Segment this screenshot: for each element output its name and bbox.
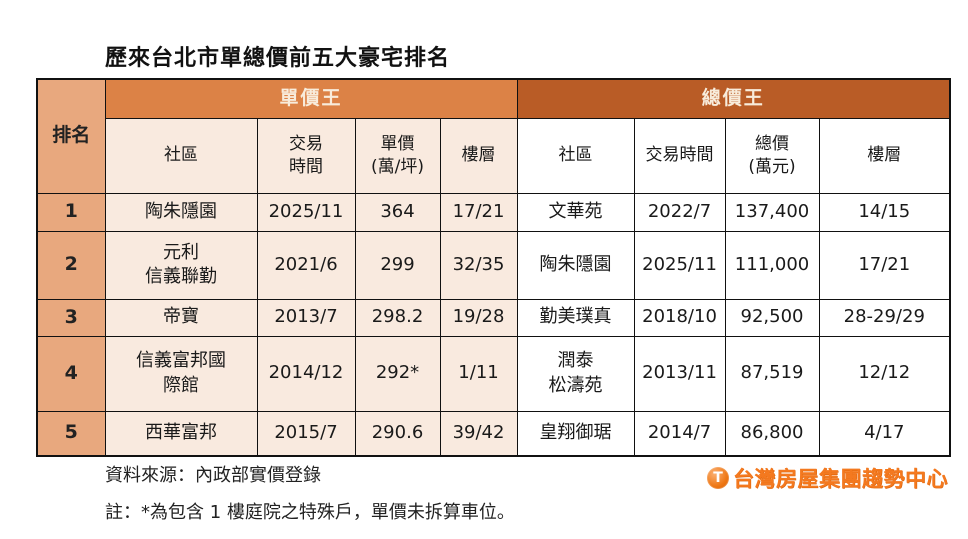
- total-community-cell: 文華苑: [516, 192, 635, 232]
- footer-notes: 資料來源：內政部實價登錄 註：*為包含 1 樓庭院之特殊戶，單價未拆算車位。: [105, 457, 515, 531]
- logo-letter: T: [713, 470, 723, 486]
- total-community-cell: 潤泰 松濤苑: [516, 335, 635, 412]
- unit-date-cell: 2021/6: [256, 230, 356, 300]
- unit-community-cell: 陶朱隱園: [104, 192, 258, 232]
- total-price-header: 總價 (萬元): [724, 117, 820, 194]
- taiwan-housing-logo: T 台灣房屋集團趨勢中心: [707, 463, 948, 493]
- luxury-ranking-table: 排名 單價王 總價王 社區 交易 時間 單價 (萬/坪) 樓層 社區 交易時間 …: [36, 78, 952, 457]
- rank-cell: 5: [36, 410, 106, 457]
- unit-community-cell: 元利 信義聯勤: [104, 230, 258, 300]
- unit-price-king-header: 單價王: [104, 78, 518, 119]
- total-date-header: 交易時間: [633, 117, 726, 194]
- unit-price-header: 單價 (萬/坪): [354, 117, 441, 194]
- unit-price-cell: 299: [354, 230, 441, 300]
- unit-floor-cell: 17/21: [439, 192, 518, 232]
- unit-date-cell: 2015/7: [256, 410, 356, 457]
- total-floor-cell: 28-29/29: [818, 298, 951, 337]
- total-community-cell: 皇翔御琚: [516, 410, 635, 457]
- total-price-cell: 111,000: [724, 230, 820, 300]
- unit-community-cell: 帝寶: [104, 298, 258, 337]
- rank-cell: 3: [36, 298, 106, 337]
- total-date-cell: 2018/10: [633, 298, 726, 337]
- rank-cell: 2: [36, 230, 106, 300]
- table-row: 3 帝寶 2013/7 298.2 19/28 勤美璞真 2018/10 92,…: [36, 298, 951, 337]
- total-community-cell: 勤美璞真: [516, 298, 635, 337]
- total-date-cell: 2025/11: [633, 230, 726, 300]
- unit-floor-header: 樓層: [439, 117, 518, 194]
- unit-floor-cell: 32/35: [439, 230, 518, 300]
- table-row: 5 西華富邦 2015/7 290.6 39/42 皇翔御琚 2014/7 86…: [36, 410, 951, 457]
- rank-column-header: 排名: [36, 78, 106, 194]
- total-price-cell: 86,800: [724, 410, 820, 457]
- total-date-cell: 2013/11: [633, 335, 726, 412]
- unit-price-cell: 292*: [354, 335, 441, 412]
- unit-floor-cell: 1/11: [439, 335, 518, 412]
- total-community-header: 社區: [516, 117, 635, 194]
- unit-price-cell: 298.2: [354, 298, 441, 337]
- unit-floor-cell: 19/28: [439, 298, 518, 337]
- total-date-cell: 2022/7: [633, 192, 726, 232]
- unit-date-cell: 2025/11: [256, 192, 356, 232]
- unit-community-header: 社區: [104, 117, 258, 194]
- total-price-cell: 137,400: [724, 192, 820, 232]
- taiwan-housing-logo-icon: T: [707, 467, 729, 489]
- rank-cell: 4: [36, 335, 106, 412]
- data-source-note: 資料來源：內政部實價登錄: [105, 465, 321, 486]
- unit-floor-cell: 39/42: [439, 410, 518, 457]
- page-title: 歷來台北市單總價前五大豪宅排名: [105, 46, 451, 71]
- unit-community-cell: 信義富邦國 際館: [104, 335, 258, 412]
- total-floor-header: 樓層: [818, 117, 951, 194]
- logo-text: 台灣房屋集團趨勢中心: [733, 467, 948, 491]
- total-date-cell: 2014/7: [633, 410, 726, 457]
- total-price-cell: 92,500: [724, 298, 820, 337]
- table-row: 1 陶朱隱園 2025/11 364 17/21 文華苑 2022/7 137,…: [36, 192, 951, 232]
- unit-date-cell: 2014/12: [256, 335, 356, 412]
- unit-date-cell: 2013/7: [256, 298, 356, 337]
- asterisk-note: 註：*為包含 1 樓庭院之特殊戶，單價未拆算車位。: [105, 502, 515, 523]
- total-floor-cell: 14/15: [818, 192, 951, 232]
- table-row: 2 元利 信義聯勤 2021/6 299 32/35 陶朱隱園 2025/11 …: [36, 230, 951, 300]
- total-price-king-header: 總價王: [516, 78, 951, 119]
- unit-date-header: 交易 時間: [256, 117, 356, 194]
- table-row: 4 信義富邦國 際館 2014/12 292* 1/11 潤泰 松濤苑 2013…: [36, 335, 951, 412]
- total-price-cell: 87,519: [724, 335, 820, 412]
- unit-community-cell: 西華富邦: [104, 410, 258, 457]
- total-floor-cell: 4/17: [818, 410, 951, 457]
- total-floor-cell: 17/21: [818, 230, 951, 300]
- unit-price-cell: 364: [354, 192, 441, 232]
- total-community-cell: 陶朱隱園: [516, 230, 635, 300]
- unit-price-cell: 290.6: [354, 410, 441, 457]
- total-floor-cell: 12/12: [818, 335, 951, 412]
- rank-cell: 1: [36, 192, 106, 232]
